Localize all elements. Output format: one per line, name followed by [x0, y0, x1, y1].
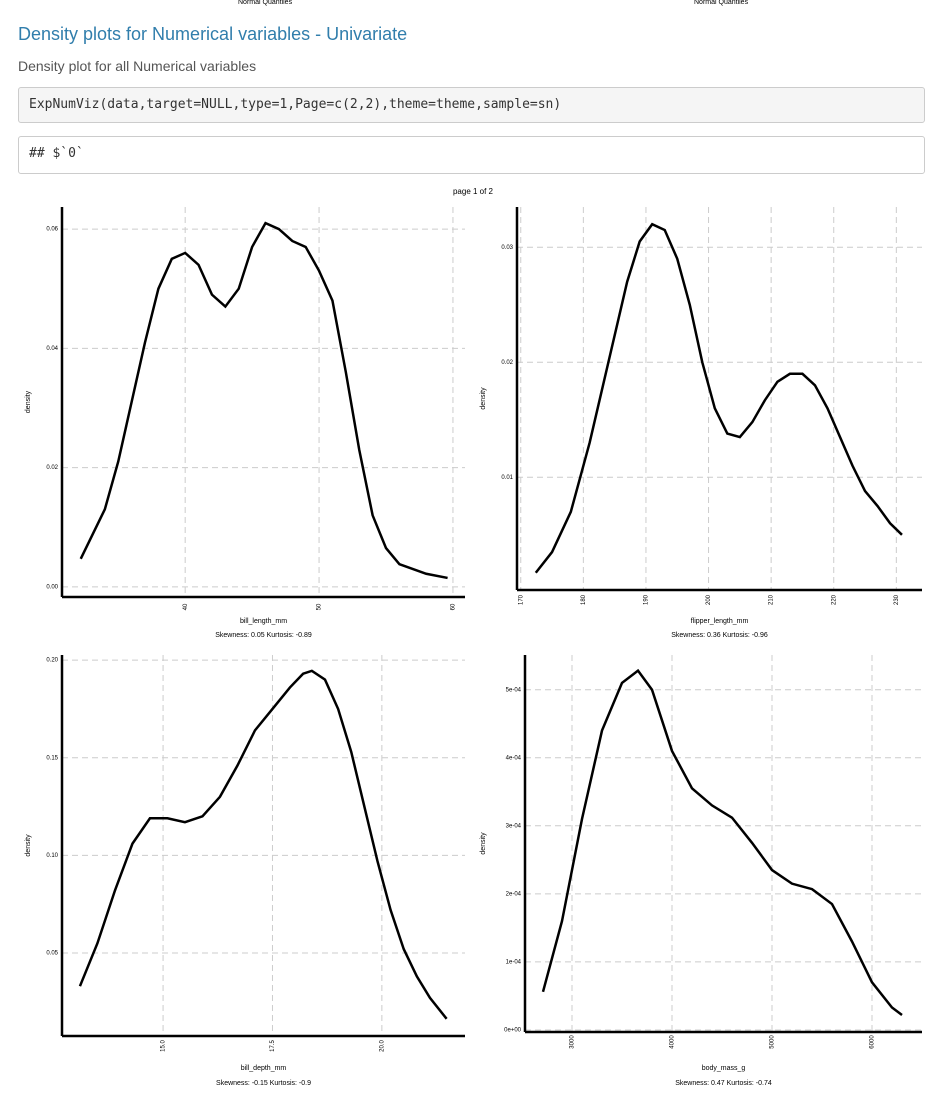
- y-tick-label: 1e-04: [506, 959, 522, 965]
- y-axis-label: density: [480, 387, 487, 410]
- x-tick-label: 40: [183, 603, 189, 610]
- chart-subtitle: Skewness: 0.47 Kurtosis: -0.74: [675, 1080, 772, 1087]
- x-tick-label: 3000: [570, 1035, 576, 1049]
- y-tick-label: 0.15: [46, 755, 58, 761]
- x-tick-label: 180: [581, 594, 587, 605]
- y-tick-label: 5e-04: [506, 687, 522, 693]
- density-line: [541, 668, 903, 1016]
- y-tick-label: 0.20: [46, 658, 58, 664]
- page-label: page 1 of 2: [452, 187, 494, 196]
- y-axis-label: density: [480, 832, 487, 855]
- x-axis-label: bill_length_mm: [240, 618, 287, 625]
- y-tick-label: 4e-04: [506, 755, 522, 761]
- y-tick-label: 0.03: [501, 245, 513, 251]
- density-line: [534, 222, 903, 574]
- y-tick-label: 0.04: [46, 346, 58, 352]
- y-axis-label: density: [25, 390, 32, 413]
- chart-subtitle: Skewness: 0.36 Kurtosis: -0.96: [671, 632, 768, 639]
- density-line: [79, 221, 448, 580]
- x-tick-label: 4000: [670, 1035, 676, 1049]
- y-tick-label: 0.05: [46, 951, 58, 957]
- x-tick-label: 15.0: [161, 1040, 167, 1052]
- y-tick-label: 0.10: [46, 853, 58, 859]
- x-tick-label: 60: [451, 603, 457, 610]
- x-tick-label: 5000: [770, 1035, 776, 1049]
- x-axis-label: bill_depth_mm: [241, 1065, 287, 1072]
- x-axis-label: flipper_length_mm: [691, 618, 749, 625]
- x-tick-label: 190: [644, 594, 650, 605]
- chart-subtitle: Skewness: 0.05 Kurtosis: -0.89: [215, 632, 312, 639]
- x-tick-label: 6000: [870, 1035, 876, 1049]
- x-tick-label: 170: [518, 594, 524, 605]
- y-tick-label: 0.00: [46, 584, 58, 590]
- y-tick-label: 0.02: [46, 465, 58, 471]
- y-tick-label: 0.01: [501, 475, 513, 481]
- x-tick-label: 20.0: [379, 1040, 385, 1052]
- subheading: Density plot for all Numerical variables: [18, 58, 257, 74]
- y-tick-label: 3e-04: [506, 823, 522, 829]
- chart-subtitle: Skewness: -0.15 Kurtosis: -0.9: [216, 1080, 311, 1087]
- output-block: ## $`0`: [18, 136, 925, 174]
- x-tick-label: 220: [831, 594, 837, 605]
- x-tick-label: 200: [706, 594, 712, 605]
- y-tick-label: 0e+00: [504, 1028, 522, 1034]
- top-label: Normal Quantiles: [238, 0, 293, 6]
- y-tick-label: 0.02: [501, 360, 513, 366]
- code-block: ExpNumViz(data,target=NULL,type=1,Page=c…: [18, 87, 925, 123]
- x-tick-label: 50: [317, 603, 323, 610]
- x-tick-label: 17.5: [270, 1040, 276, 1052]
- heading: Density plots for Numerical variables - …: [18, 24, 408, 44]
- density-line: [78, 669, 448, 1020]
- top-label: Normal Quantiles: [694, 0, 749, 6]
- x-axis-label: body_mass_g: [702, 1065, 746, 1072]
- x-tick-label: 230: [894, 594, 900, 605]
- y-tick-label: 0.06: [46, 227, 58, 233]
- x-tick-label: 210: [769, 594, 775, 605]
- y-tick-label: 2e-04: [506, 891, 522, 897]
- y-axis-label: density: [25, 834, 32, 857]
